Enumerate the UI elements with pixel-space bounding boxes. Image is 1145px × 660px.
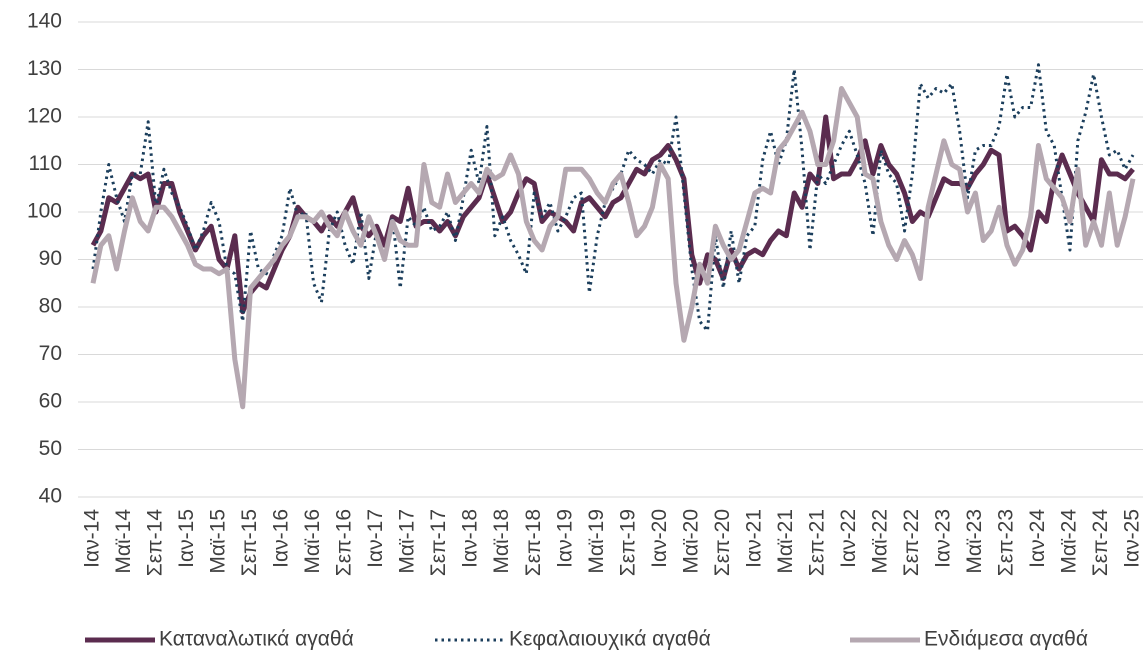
series-line <box>90 114 1135 315</box>
x-tick-label: Ιαν-15 <box>175 509 198 568</box>
x-tick-label: Ιαν-20 <box>648 509 671 568</box>
x-tick-label: Ιαν-22 <box>837 509 860 568</box>
x-tick-label: Μαϊ-14 <box>112 509 135 574</box>
x-tick-label: Σεπ-24 <box>1089 509 1112 577</box>
x-tick-label: Σεπ-21 <box>805 509 828 576</box>
x-tick-label: Μαϊ-16 <box>301 509 324 574</box>
x-tick-label: Μαϊ-19 <box>585 509 608 574</box>
x-tick-label: Μαϊ-22 <box>868 509 891 574</box>
x-tick-label: Μαϊ-18 <box>490 509 513 574</box>
x-tick-label: Μαϊ-21 <box>774 509 797 574</box>
legend-label: Καταναλωτικά αγαθά <box>159 628 354 651</box>
y-tick-label: 70 <box>39 342 62 365</box>
x-tick-label: Σεπ-16 <box>333 509 356 576</box>
x-tick-label: Ιαν-24 <box>1026 509 1049 568</box>
y-tick-label: 40 <box>39 485 62 508</box>
x-tick-label: Ιαν-18 <box>459 509 482 568</box>
y-tick-label: 130 <box>27 57 62 80</box>
x-tick-label: Μαϊ-20 <box>679 509 702 574</box>
x-tick-label: Μαϊ-24 <box>1058 509 1081 574</box>
x-tick-label: Ιαν-19 <box>553 509 576 568</box>
y-tick-label: 110 <box>29 152 62 175</box>
x-tick-label: Ιαν-17 <box>364 509 387 568</box>
x-tick-label: Σεπ-19 <box>616 509 639 576</box>
y-tick-label: 80 <box>39 295 62 318</box>
x-tick-label: Σεπ-15 <box>238 509 261 576</box>
x-tick-label: Σεπ-14 <box>144 509 167 577</box>
y-tick-label: 100 <box>27 200 62 223</box>
x-tick-label: Ιαν-21 <box>742 509 765 568</box>
y-tick-label: 60 <box>39 390 62 413</box>
y-tick-label: 120 <box>27 105 62 128</box>
series-line <box>90 86 1136 410</box>
x-tick-label: Σεπ-22 <box>900 509 923 576</box>
x-tick-label: Σεπ-18 <box>522 509 545 576</box>
x-tick-label: Μαϊ-23 <box>963 509 986 574</box>
legend-label: Κεφαλαιουχικά αγαθά <box>509 628 711 651</box>
x-tick-label: Μαϊ-15 <box>207 509 230 574</box>
x-tick-label: Ιαν-25 <box>1121 509 1144 568</box>
y-tick-label: 90 <box>39 247 62 270</box>
x-tick-label: Ιαν-14 <box>81 509 104 568</box>
x-tick-label: Σεπ-17 <box>427 509 450 576</box>
x-tick-label: Σεπ-20 <box>711 509 734 576</box>
legend-label: Ενδιάμεσα αγαθά <box>924 628 1088 651</box>
x-tick-label: Μαϊ-17 <box>396 509 419 574</box>
x-tick-label: Ιαν-23 <box>931 509 954 568</box>
x-tick-label: Ιαν-16 <box>270 509 293 568</box>
y-tick-label: 50 <box>39 437 62 460</box>
y-tick-label: 140 <box>27 10 62 33</box>
x-tick-label: Σεπ-23 <box>994 509 1017 576</box>
